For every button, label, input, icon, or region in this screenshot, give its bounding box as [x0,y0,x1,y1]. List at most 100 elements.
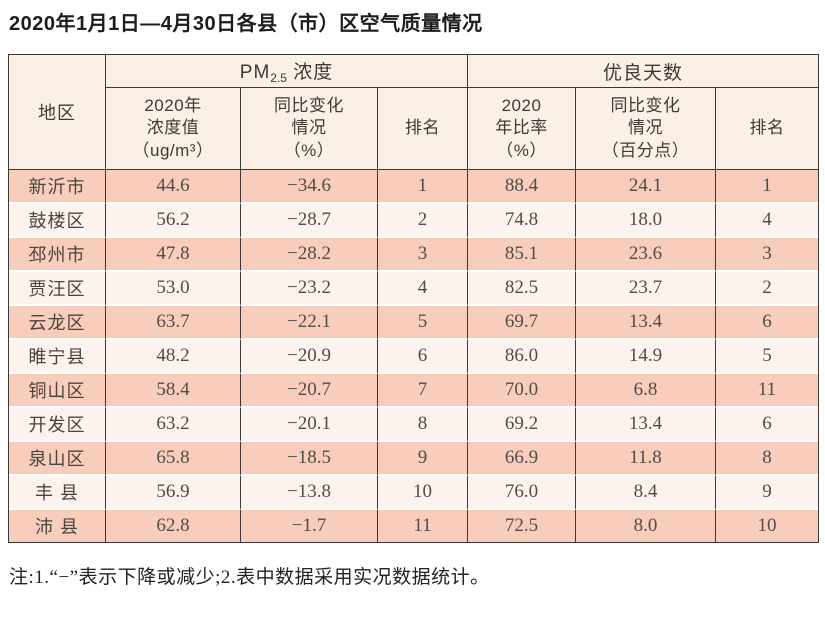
days-change-cell: 13.4 [576,306,717,340]
table-row: 铜山区 58.4 −20.7 7 70.0 6.8 11 [9,374,819,408]
table-row: 贾汪区 53.0 −23.2 4 82.5 23.7 2 [9,272,819,306]
header-sub-row: 2020年 浓度值 （ug/m³） 同比变化 情况 （%） 排名 2020 年比… [9,88,819,170]
pm25-rank-cell: 11 [378,510,469,542]
pm25-rank-cell: 7 [378,374,469,408]
pm25-rank-cell: 1 [378,170,469,204]
pm25-label-subscript: 2.5 [270,71,287,85]
days-rate-cell: 85.1 [468,238,577,272]
pm25-rank-cell: 5 [378,306,469,340]
days-change-cell: 18.0 [576,204,717,238]
footnote: 注:1.“−”表示下降或减少;2.表中数据采用实况数据统计。 [9,567,490,588]
pm25-change-cell: −13.8 [241,476,378,510]
header-pm25-group: PM2.5 浓度 [106,55,469,88]
region-cell: 丰 县 [9,476,106,510]
days-rank-cell: 3 [716,238,819,272]
days-rate-cell: 66.9 [468,442,577,476]
pm25-value-cell: 56.9 [106,476,241,510]
header-days-rank: 排名 [716,88,819,170]
table-row: 开发区 63.2 −20.1 8 69.2 13.4 6 [9,408,819,442]
region-cell: 新沂市 [9,170,106,204]
header-pm25-change: 同比变化 情况 （%） [241,88,378,170]
days-rate-cell: 74.8 [468,204,577,238]
region-cell: 鼓楼区 [9,204,106,238]
region-cell: 睢宁县 [9,340,106,374]
pm25-value-cell: 58.4 [106,374,241,408]
header-region: 地区 [9,55,106,170]
pm25-rank-cell: 3 [378,238,469,272]
pm25-label-suffix: 浓度 [286,62,334,83]
pm25-label-prefix: PM [239,62,271,83]
region-cell: 泉山区 [9,442,106,476]
header-good-days-group: 优良天数 [468,55,819,88]
days-change-cell: 11.8 [576,442,717,476]
pm25-value-cell: 63.7 [106,306,241,340]
pm25-change-cell: −34.6 [241,170,378,204]
days-change-cell: 8.4 [576,476,717,510]
days-rank-cell: 8 [716,442,819,476]
days-rank-cell: 10 [716,510,819,542]
page-title: 2020年1月1日—4月30日各县（市）区空气质量情况 [9,13,483,35]
pm25-value-cell: 63.2 [106,408,241,442]
pm25-change-cell: −23.2 [241,272,378,306]
region-cell: 开发区 [9,408,106,442]
table-body: 新沂市 44.6 −34.6 1 88.4 24.1 1 鼓楼区 56.2 −2… [9,170,819,542]
pm25-value-cell: 47.8 [106,238,241,272]
days-change-cell: 8.0 [576,510,717,542]
table-row: 新沂市 44.6 −34.6 1 88.4 24.1 1 [9,170,819,204]
pm25-rank-cell: 9 [378,442,469,476]
table-row: 云龙区 63.7 −22.1 5 69.7 13.4 6 [9,306,819,340]
pm25-change-cell: −20.9 [241,340,378,374]
pm25-value-cell: 62.8 [106,510,241,542]
header-pm25-value: 2020年 浓度值 （ug/m³） [106,88,241,170]
pm25-value-cell: 48.2 [106,340,241,374]
days-rate-cell: 76.0 [468,476,577,510]
header-days-change: 同比变化 情况 （百分点） [576,88,717,170]
pm25-rank-cell: 8 [378,408,469,442]
days-rate-cell: 69.7 [468,306,577,340]
region-cell: 沛 县 [9,510,106,542]
pm25-rank-cell: 6 [378,340,469,374]
table-row: 鼓楼区 56.2 −28.7 2 74.8 18.0 4 [9,204,819,238]
days-rate-cell: 88.4 [468,170,577,204]
days-rate-cell: 72.5 [468,510,577,542]
air-quality-table: 地区 PM2.5 浓度 优良天数 2020年 浓度值 （ug/m³） 同比变化 … [8,54,820,543]
region-cell: 云龙区 [9,306,106,340]
pm25-change-cell: −18.5 [241,442,378,476]
pm25-change-cell: −20.7 [241,374,378,408]
region-cell: 贾汪区 [9,272,106,306]
header-pm25-rank: 排名 [378,88,469,170]
table-row: 睢宁县 48.2 −20.9 6 86.0 14.9 5 [9,340,819,374]
days-change-cell: 6.8 [576,374,717,408]
pm25-change-cell: −22.1 [241,306,378,340]
days-rate-cell: 69.2 [468,408,577,442]
days-change-cell: 13.4 [576,408,717,442]
days-rank-cell: 6 [716,408,819,442]
region-cell: 邳州市 [9,238,106,272]
days-rank-cell: 2 [716,272,819,306]
days-rate-cell: 70.0 [468,374,577,408]
pm25-change-cell: −28.7 [241,204,378,238]
pm25-rank-cell: 4 [378,272,469,306]
days-rank-cell: 4 [716,204,819,238]
days-rank-cell: 6 [716,306,819,340]
pm25-value-cell: 53.0 [106,272,241,306]
days-rate-cell: 82.5 [468,272,577,306]
header-group-row: 地区 PM2.5 浓度 优良天数 [9,55,819,170]
pm25-change-cell: −20.1 [241,408,378,442]
days-rank-cell: 9 [716,476,819,510]
table-header: 地区 PM2.5 浓度 优良天数 2020年 浓度值 （ug/m³） 同比变化 … [9,55,819,170]
pm25-value-cell: 44.6 [106,170,241,204]
pm25-change-cell: −28.2 [241,238,378,272]
days-rate-cell: 86.0 [468,340,577,374]
table-row: 邳州市 47.8 −28.2 3 85.1 23.6 3 [9,238,819,272]
pm25-change-cell: −1.7 [241,510,378,542]
days-change-cell: 24.1 [576,170,717,204]
table-row: 丰 县 56.9 −13.8 10 76.0 8.4 9 [9,476,819,510]
table-row: 沛 县 62.8 −1.7 11 72.5 8.0 10 [9,510,819,542]
days-change-cell: 14.9 [576,340,717,374]
days-rank-cell: 1 [716,170,819,204]
days-rank-cell: 5 [716,340,819,374]
pm25-rank-cell: 2 [378,204,469,238]
table-row: 泉山区 65.8 −18.5 9 66.9 11.8 8 [9,442,819,476]
